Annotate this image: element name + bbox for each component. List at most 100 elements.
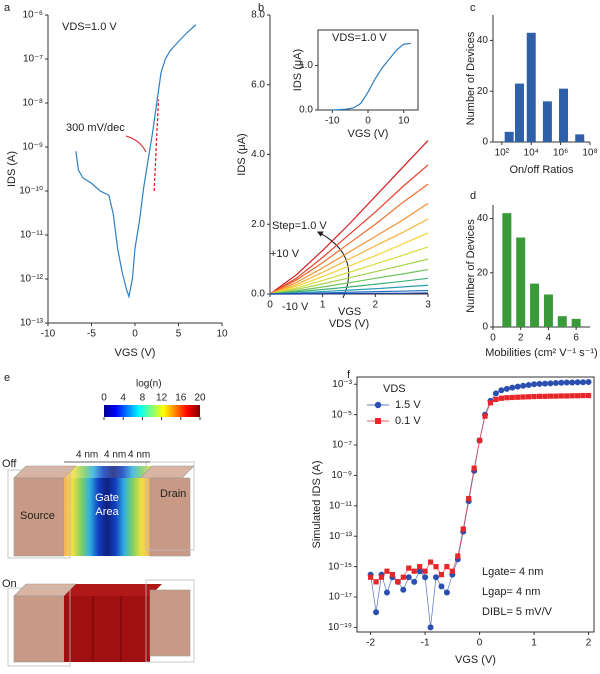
bar — [571, 318, 581, 327]
y-tick-label: 10⁻¹² — [20, 274, 44, 285]
y-tick-label: 10⁻¹¹ — [329, 500, 353, 511]
marker — [422, 574, 429, 581]
y-axis-label: IDS (μA) — [236, 133, 248, 175]
data-line — [269, 246, 429, 295]
colorbar-tick-label: 4 — [120, 393, 126, 404]
bar — [542, 101, 552, 142]
marker — [547, 380, 554, 387]
x-tick-label: 5 — [176, 329, 182, 340]
y-tick-label: 10⁻¹³ — [20, 318, 44, 329]
annotation: +10 V — [270, 248, 300, 260]
bar — [530, 283, 540, 327]
y-tick-label: 10⁻¹⁹ — [328, 622, 352, 633]
y-tick-label: 10⁻⁹ — [22, 142, 43, 153]
marker — [504, 395, 510, 401]
annotation: DIBL= 5 mV/V — [482, 606, 553, 618]
annotation: VGS — [338, 306, 361, 318]
data-line — [269, 164, 429, 295]
marker — [558, 393, 564, 399]
colorbar-tick-label: 8 — [140, 393, 146, 404]
x-tick-label: 10 — [398, 116, 410, 127]
gap-label: 4 nm — [104, 450, 126, 461]
marker — [536, 380, 543, 387]
annotation: Step=1.0 V — [272, 220, 327, 232]
marker — [542, 393, 548, 399]
data-line — [269, 218, 429, 295]
x-tick-label: -1 — [421, 638, 430, 649]
bar — [502, 213, 512, 327]
state-label: On — [2, 578, 17, 590]
data-line — [269, 183, 429, 295]
panel-label: b — [258, 2, 264, 14]
x-tick-label: 0 — [477, 638, 483, 649]
x-tick-label: 1 — [320, 300, 326, 311]
x-axis-label: VGS (V) — [115, 347, 156, 359]
x-axis-label: VDS (V) — [329, 318, 369, 330]
legend-label: 1.5 V — [395, 399, 421, 411]
marker — [498, 387, 505, 394]
x-tick-label: 2 — [373, 300, 379, 311]
gap-label: 4 nm — [128, 450, 150, 461]
marker — [438, 583, 445, 590]
marker — [575, 393, 581, 399]
x-tick-label: 0 — [490, 333, 496, 344]
marker — [536, 393, 543, 399]
marker — [406, 565, 412, 571]
marker — [422, 568, 428, 574]
drain-label: Drain — [160, 488, 186, 500]
x-tick-label: 3 — [425, 300, 431, 311]
marker — [466, 495, 472, 502]
marker — [498, 395, 504, 401]
data-line — [269, 202, 429, 295]
bar — [575, 134, 585, 142]
marker — [443, 589, 450, 596]
fit-line — [153, 99, 160, 192]
colorbar — [104, 405, 200, 417]
x-tick-label: -2 — [366, 638, 375, 649]
y-tick-label: 4.0 — [251, 149, 265, 160]
y-tick-label: 40 — [477, 213, 489, 224]
x-tick-label: 0 — [132, 329, 138, 340]
panel-label: c — [470, 2, 476, 14]
marker — [509, 384, 516, 391]
x-tick-label: -10 — [325, 116, 340, 127]
marker — [515, 394, 521, 400]
annotation: 300 mV/dec — [66, 122, 125, 134]
bar — [526, 32, 536, 142]
panel-label: d — [470, 190, 476, 202]
marker — [487, 400, 494, 406]
marker — [384, 568, 390, 574]
y-tick-label: 0 — [482, 322, 488, 333]
marker — [373, 609, 380, 616]
data-line — [75, 24, 197, 299]
marker — [433, 574, 439, 581]
marker — [569, 379, 576, 386]
marker — [493, 396, 499, 403]
marker — [405, 574, 412, 581]
marker — [438, 571, 445, 578]
marker — [514, 383, 521, 390]
y-axis-label: IDS (A) — [6, 151, 18, 187]
legend-label: 0.1 V — [395, 415, 421, 427]
x-tick-label: 1 — [531, 638, 537, 649]
colorbar-tick-label: 20 — [194, 393, 206, 404]
state-label: Off — [2, 458, 17, 470]
marker — [460, 526, 466, 532]
x-tick-label: 10² — [495, 148, 510, 159]
x-tick-label: 0 — [267, 300, 273, 311]
marker — [444, 564, 450, 570]
marker — [368, 574, 374, 580]
marker — [509, 394, 515, 401]
marker — [503, 385, 510, 392]
y-tick-label: 10⁻¹⁰ — [19, 186, 43, 197]
marker — [427, 624, 434, 631]
marker — [569, 393, 575, 399]
marker — [417, 564, 423, 570]
marker — [525, 381, 532, 388]
data-line — [269, 232, 429, 295]
x-tick-label: 0 — [365, 116, 371, 127]
y-tick-label: 1.0 — [299, 60, 313, 71]
gap-label: 4 nm — [76, 450, 98, 461]
